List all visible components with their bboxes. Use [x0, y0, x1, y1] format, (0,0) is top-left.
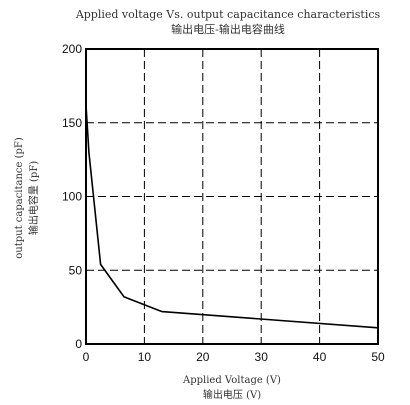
x-tick-label: 0	[83, 350, 90, 364]
y-axis-label-cn: 输出电容量 (pF)	[27, 161, 40, 235]
y-tick-label: 200	[62, 42, 82, 56]
x-tick-label: 10	[138, 350, 152, 364]
plot-frame	[85, 48, 379, 345]
x-tick-label: 30	[255, 350, 269, 364]
x-tick-label: 40	[313, 350, 327, 364]
chart-subtitle: 输出电压-输出电容曲线	[171, 22, 285, 36]
x-axis-label: Applied Voltage (V)	[182, 375, 281, 386]
x-tick-label: 20	[196, 350, 210, 364]
x-tick-label: 50	[371, 350, 385, 364]
grid	[86, 49, 378, 344]
series-line	[85, 104, 379, 329]
y-tick-label: 150	[62, 116, 82, 130]
x-axis-label-cn: 输出电压 (V)	[203, 388, 261, 401]
y-axis-ticks: 0 50 100 150 200	[62, 42, 82, 351]
y-axis-label: output capacitance (pF)	[14, 137, 25, 259]
y-tick-label: 50	[69, 263, 83, 277]
y-tick-label: 100	[62, 190, 82, 204]
chart-title: Applied voltage Vs. output capacitance c…	[75, 8, 381, 21]
y-tick-label: 0	[75, 337, 82, 351]
x-axis-ticks: 0 10 20 30 40 50	[83, 350, 385, 364]
